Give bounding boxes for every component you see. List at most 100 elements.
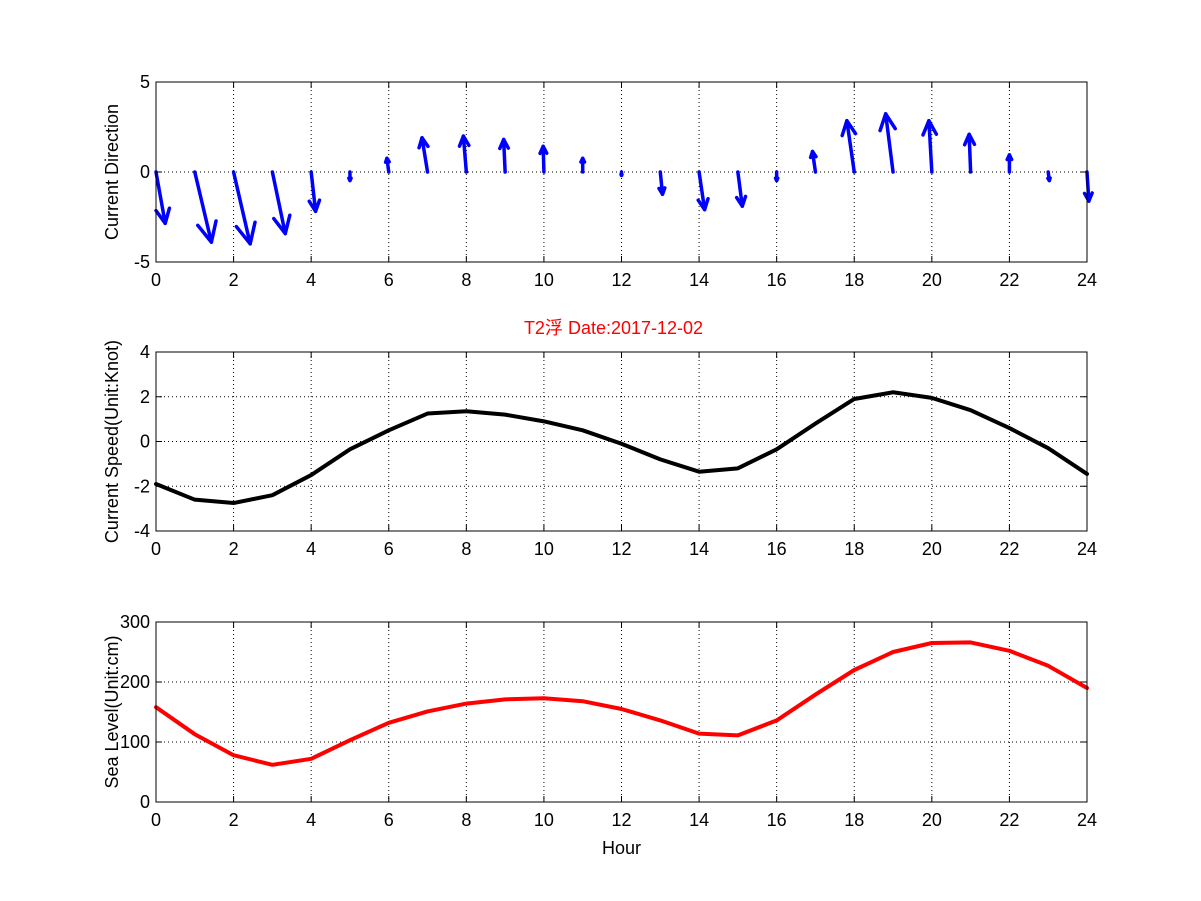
y-axis-label: Current Speed(Unit:Knot): [102, 340, 122, 543]
arrow-head: [840, 118, 858, 138]
current-arrow: [962, 132, 977, 174]
arrow-head: [417, 136, 430, 150]
arrow-head: [734, 194, 748, 208]
x-tick-label: 18: [844, 539, 864, 559]
x-tick-label: 12: [611, 270, 631, 290]
y-tick-label: -4: [134, 521, 150, 541]
x-tick-label: 18: [844, 270, 864, 290]
arrow-head: [234, 220, 257, 246]
arrow-shaft: [420, 136, 430, 174]
x-tick-label: 4: [306, 270, 316, 290]
current-arrow: [657, 170, 667, 196]
arrow-shaft: [845, 118, 856, 174]
arrow-shaft: [270, 170, 288, 236]
current-arrow: [457, 134, 471, 174]
x-tick-label: 12: [611, 539, 631, 559]
x-tick-labels: 0 2 4 6 8 10 12 14 16 18 20 22 24: [151, 539, 1097, 559]
y-axis-label: Current Direction: [102, 104, 122, 240]
speed-line: [154, 390, 1089, 506]
tick-marks: [155, 81, 1088, 263]
arrow-head: [538, 144, 549, 156]
y-tick-label: 0: [140, 432, 150, 452]
x-tick-label: 10: [534, 810, 554, 830]
x-tick-label: 8: [461, 270, 471, 290]
arrow-head: [619, 172, 624, 178]
arrow-shaft: [736, 170, 745, 208]
x-tick-label: 24: [1077, 270, 1097, 290]
x-tick-label: 8: [461, 539, 471, 559]
y-tick-label: 2: [140, 387, 150, 407]
current-arrow: [417, 136, 430, 174]
chart-title: T2浮 Date:2017-12-02: [524, 318, 703, 338]
x-tick-label: 24: [1077, 810, 1097, 830]
current-arrow: [1046, 170, 1052, 183]
tick-marks: [155, 351, 1088, 532]
y-tick-labels: 0 100 200 300: [120, 612, 150, 812]
series-line: [154, 640, 1089, 767]
x-tick-label: 6: [384, 810, 394, 830]
sea-level-line: [154, 640, 1089, 767]
arrow-shaft: [541, 144, 546, 174]
arrow-head: [307, 198, 322, 214]
current-arrow: [696, 170, 710, 212]
x-tick-label: 16: [767, 810, 787, 830]
current-arrow: [840, 118, 858, 174]
y-tick-label: 300: [120, 612, 150, 632]
x-tick-label: 24: [1077, 539, 1097, 559]
arrow-shaft: [697, 170, 707, 212]
current-arrow: [579, 156, 587, 174]
arrow-head: [1005, 153, 1014, 162]
x-tick-label: 10: [534, 270, 554, 290]
current-arrow: [538, 144, 549, 174]
arrow-shaft: [927, 118, 934, 174]
arrow-shaft: [154, 170, 167, 226]
y-tick-label: 100: [120, 732, 150, 752]
x-tick-label: 14: [689, 539, 709, 559]
series-line: [154, 390, 1089, 506]
arrow-shaft: [461, 134, 469, 174]
x-tick-label: 20: [922, 539, 942, 559]
arrow-head: [347, 176, 353, 183]
tick-marks: [155, 621, 1088, 803]
arrow-head: [457, 134, 471, 148]
x-axis-label: Hour: [602, 838, 641, 858]
x-tick-labels: 0 2 4 6 8 10 12 14 16 18 20 22 24: [151, 810, 1097, 830]
current-arrow: [773, 170, 780, 183]
y-tick-label: 0: [140, 792, 150, 812]
x-tick-label: 2: [229, 810, 239, 830]
current-arrow: [498, 137, 511, 174]
x-tick-label: 4: [306, 810, 316, 830]
arrow-shaft: [967, 132, 973, 174]
x-tick-label: 2: [229, 539, 239, 559]
arrow-head: [498, 137, 511, 151]
panel-current-direction: 0 2 4 6 8 10 12 14 16 18 20 22 24 -505 Current Direc…: [102, 72, 1097, 290]
arrow-head: [383, 156, 391, 165]
x-tick-label: 12: [611, 810, 631, 830]
current-arrow: [154, 170, 172, 226]
arrow-head: [808, 149, 818, 160]
current-arrow: [734, 170, 748, 208]
arrow-head: [696, 196, 710, 212]
arrow-head: [657, 186, 667, 196]
x-tick-label: 22: [999, 270, 1019, 290]
arrow-shaft: [193, 170, 214, 244]
x-tick-label: 22: [999, 539, 1019, 559]
x-tick-label: 0: [151, 539, 161, 559]
arrow-head: [1046, 176, 1052, 183]
arrow-shaft: [309, 170, 318, 214]
current-arrow: [347, 170, 353, 183]
arrow-shaft: [883, 112, 895, 174]
x-tick-label: 22: [999, 810, 1019, 830]
arrow-head: [921, 118, 939, 137]
x-tick-labels: 0 2 4 6 8 10 12 14 16 18 20 22 24: [151, 270, 1097, 290]
quiver-arrows: [154, 112, 1094, 246]
y-tick-label: 4: [140, 342, 150, 362]
arrow-head: [154, 206, 172, 226]
y-tick-labels: -4 -2 0 2 4: [134, 342, 150, 541]
x-tick-label: 14: [689, 270, 709, 290]
arrow-head: [272, 213, 292, 236]
x-tick-label: 8: [461, 810, 471, 830]
x-tick-label: 6: [384, 270, 394, 290]
